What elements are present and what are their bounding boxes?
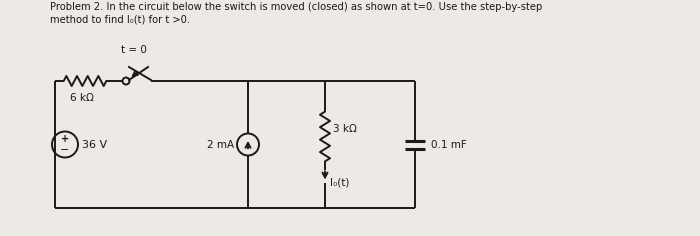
Text: 3 kΩ: 3 kΩ — [333, 123, 357, 134]
Text: method to find I₀(t) for t >0.: method to find I₀(t) for t >0. — [50, 14, 190, 24]
Text: I₀(t): I₀(t) — [330, 177, 349, 187]
Text: +: + — [61, 134, 69, 144]
Text: 36 V: 36 V — [82, 139, 107, 149]
Text: t = 0: t = 0 — [121, 45, 147, 55]
Text: Problem 2. In the circuit below the switch is moved (closed) as shown at t=0. Us: Problem 2. In the circuit below the swit… — [50, 2, 543, 12]
Text: 0.1 mF: 0.1 mF — [431, 139, 467, 149]
Text: 2 mA: 2 mA — [207, 139, 234, 149]
Text: 6 kΩ: 6 kΩ — [70, 93, 94, 103]
Text: −: − — [60, 145, 70, 155]
